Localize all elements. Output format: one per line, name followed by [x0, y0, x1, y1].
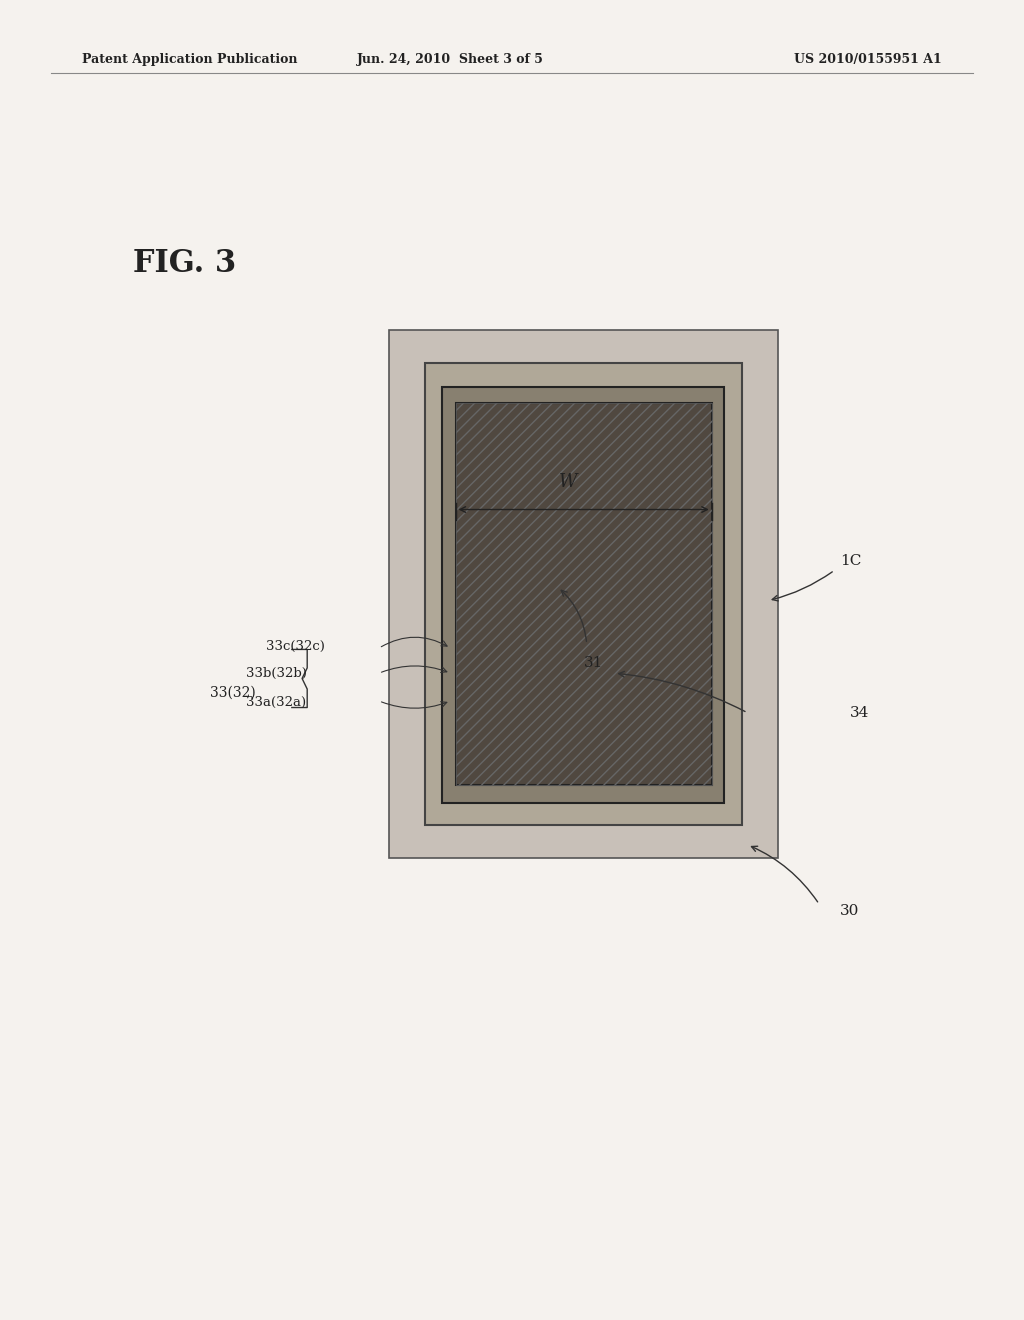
Text: US 2010/0155951 A1: US 2010/0155951 A1	[795, 53, 942, 66]
Text: Jun. 24, 2010  Sheet 3 of 5: Jun. 24, 2010 Sheet 3 of 5	[357, 53, 544, 66]
Text: 33(32): 33(32)	[210, 686, 256, 700]
Text: FIG. 3: FIG. 3	[133, 248, 237, 280]
Text: 33a(32a): 33a(32a)	[246, 696, 306, 709]
Text: 33c(32c): 33c(32c)	[266, 640, 325, 653]
FancyBboxPatch shape	[456, 403, 712, 785]
FancyBboxPatch shape	[425, 363, 742, 825]
Text: 34: 34	[850, 706, 869, 719]
FancyBboxPatch shape	[442, 387, 724, 803]
Text: W: W	[559, 473, 578, 491]
Text: 1C: 1C	[840, 554, 861, 568]
Text: Patent Application Publication: Patent Application Publication	[82, 53, 297, 66]
FancyBboxPatch shape	[389, 330, 778, 858]
Text: 30: 30	[840, 904, 859, 917]
Text: 33b(32b): 33b(32b)	[246, 667, 306, 680]
Text: 31: 31	[584, 656, 603, 669]
